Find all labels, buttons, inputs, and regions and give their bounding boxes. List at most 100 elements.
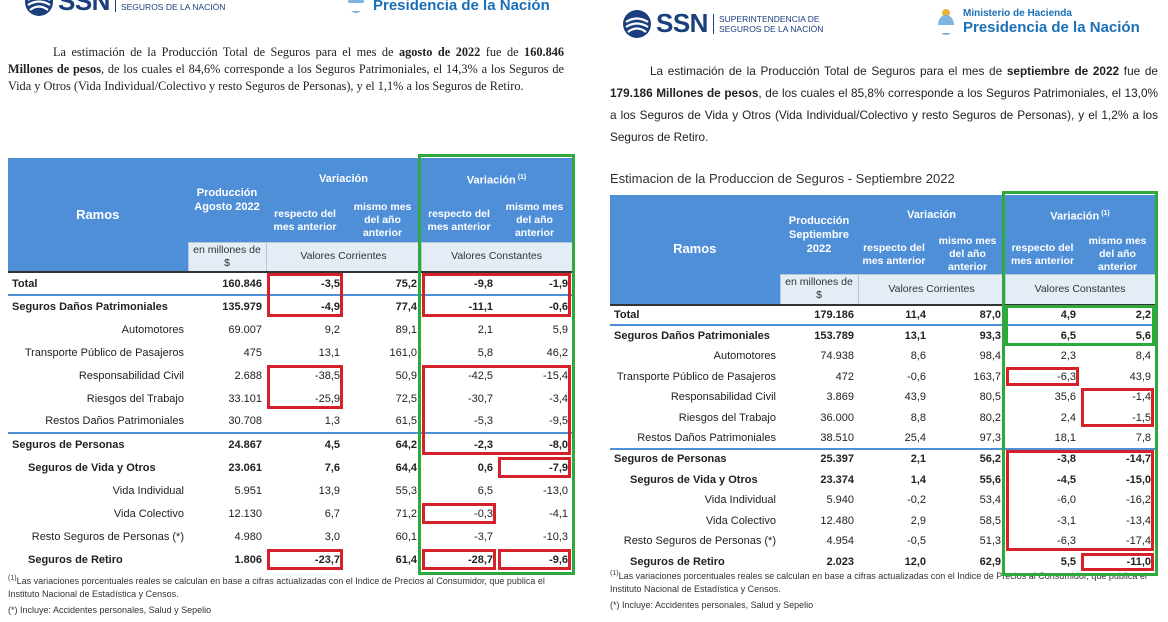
row-label: Resto Seguros de Personas (*) xyxy=(623,535,776,548)
value-cell: 2,3 xyxy=(1060,349,1077,362)
value-cell: 0,6 xyxy=(477,461,494,474)
value-cell: -7,9 xyxy=(549,461,569,474)
value-cell: 43,9 xyxy=(904,391,926,404)
value-cell: -0,5 xyxy=(907,535,926,548)
value-cell: 5.940 xyxy=(826,494,854,507)
value-cell: 33.101 xyxy=(228,392,262,405)
value-cell: 6,7 xyxy=(324,507,340,520)
footnote: (*) Incluye: Accidentes personales, Salu… xyxy=(610,600,814,610)
header-cell: en millones de $ xyxy=(187,241,267,273)
header-cell: mismo mes del año anterior xyxy=(930,235,1006,275)
footnote: (*) Incluye: Accidentes personales, Salu… xyxy=(8,605,212,615)
row-label: Vida Individual xyxy=(112,484,184,497)
value-cell: -9,8 xyxy=(474,277,494,290)
row-label: Transporte Público de Pasajeros xyxy=(616,370,776,383)
header-row: Ramos Producción Agosto 2022 Variación Vari… xyxy=(8,158,573,272)
value-cell: 8,6 xyxy=(910,349,926,362)
value-cell: -5,3 xyxy=(474,415,494,427)
header-cell: Valores Constantes xyxy=(1004,274,1156,305)
value-cell: 11,4 xyxy=(905,308,926,321)
intro-paragraph: La estimación de la Producción Total de … xyxy=(8,44,564,95)
paragraph-segment: fue de xyxy=(1119,64,1158,78)
value-cell: -1,5 xyxy=(1132,411,1152,424)
value-cell: 7,6 xyxy=(324,461,340,474)
value-cell: 50,9 xyxy=(395,369,418,382)
table-row: Seguros de Personas 24.867 4,5 64,2 -2,3 -8,0 xyxy=(8,432,573,456)
value-cell: 179.186 xyxy=(814,308,854,321)
header-cell: Variación xyxy=(858,195,1006,235)
row-label: Seguros Daños Patrimoniales xyxy=(610,324,780,346)
header-cell: Variación (1) xyxy=(1005,195,1156,235)
value-cell: -1,4 xyxy=(1132,391,1152,404)
value-cell: 3.869 xyxy=(826,391,854,404)
value-cell: -17,4 xyxy=(1125,535,1152,548)
paragraph-segment: 160.846 Millones de pesos xyxy=(8,45,565,76)
value-cell: 6,5 xyxy=(477,484,494,497)
paragraph-segment: septiembre de 2022 xyxy=(1006,64,1120,78)
value-cell: 61,4 xyxy=(395,553,418,566)
value-cell: 5,9 xyxy=(552,323,569,336)
table-row: Total 179.186 11,4 87,0 4,9 2,2 xyxy=(610,304,1156,326)
table-row: Vida Colectivo 12.480 2,9 58,5 -3,1 -13,4 xyxy=(610,510,1155,531)
value-cell: 5,5 xyxy=(1060,555,1077,568)
table-row: Seguros de Vida y Otros 23.061 7,6 64,4 0,6 -… xyxy=(8,456,572,479)
ssn-subtitle-line: SUPERINTENDENCIA DE xyxy=(718,13,820,24)
value-cell: 472 xyxy=(835,370,854,383)
value-cell: 56,2 xyxy=(930,447,1006,470)
value-cell: 2,9 xyxy=(910,514,926,527)
table-row: Riesgos del Trabajo 36.000 8,8 80,2 2,4 -1,5 xyxy=(610,407,1155,428)
value-cell: 24.867 xyxy=(188,432,266,456)
presidency-name: Presidencia de la Nación xyxy=(963,19,1140,36)
table-row: Automotores 69.007 9,2 89,1 2,1 5,9 xyxy=(8,318,572,341)
value-cell: 2,2 xyxy=(1135,308,1152,321)
value-cell: 72,5 xyxy=(395,392,418,405)
value-cell: 161,0 xyxy=(389,346,418,359)
header-cell: Variación (1) xyxy=(421,158,573,200)
value-cell: 71,2 xyxy=(395,507,418,520)
table-row: Seguros de Vida y Otros 23.374 1,4 55,6 -4,5… xyxy=(610,469,1155,490)
value-cell: 5,8 xyxy=(477,346,494,359)
header-row: en millones de $ Valores Corrientes Valore… xyxy=(610,274,1156,305)
table-row: Responsabilidad Civil 3.869 43,9 80,5 35,6 -1… xyxy=(610,387,1155,408)
value-cell: 93,3 xyxy=(930,324,1006,346)
value-cell: 4,5 xyxy=(266,432,344,456)
value-cell: 38.510 xyxy=(820,431,854,444)
value-cell: 4.980 xyxy=(234,530,262,543)
table-row: Transporte Público de Pasajeros 472 -0,6 16… xyxy=(610,366,1155,387)
row-label: Automotores xyxy=(713,349,776,362)
table-row: Seguros de Retiro 2.023 12,0 62,9 5,5 -11,0 xyxy=(610,552,1155,573)
value-cell: 97,3 xyxy=(979,431,1002,444)
value-cell: -3,4 xyxy=(549,392,569,405)
value-cell: 8,4 xyxy=(1135,349,1152,362)
value-cell: 23.061 xyxy=(228,461,262,474)
value-cell: 160.846 xyxy=(222,277,262,290)
value-cell: 8,8 xyxy=(910,411,926,424)
value-cell: 30.708 xyxy=(228,415,262,427)
row-label: Transporte Público de Pasajeros xyxy=(24,346,184,359)
value-cell: 4.954 xyxy=(826,535,854,548)
value-cell: 75,2 xyxy=(395,277,418,290)
value-cell: -38,5 xyxy=(314,369,340,382)
value-cell: 55,3 xyxy=(395,484,418,497)
table-row: Seguros de Retiro 1.806 -23,7 61,4 -28,7 -9,6 xyxy=(8,548,572,571)
paragraph-segment: 179.186 Millones de pesos xyxy=(610,86,759,100)
value-cell: -3,7 xyxy=(474,530,494,543)
table-row: Vida Individual 5.940 -0,2 53,4 -6,0 -16,2 xyxy=(610,490,1155,511)
value-cell: -3,5 xyxy=(321,277,340,290)
value-cell: 69.007 xyxy=(228,323,262,336)
row-label: Seguros de Retiro xyxy=(630,555,725,568)
value-cell: -0,2 xyxy=(907,494,926,507)
value-cell: -3,1 xyxy=(1057,514,1077,527)
row-label: Total xyxy=(12,277,38,290)
value-cell: 53,4 xyxy=(979,494,1002,507)
value-cell: 9,2 xyxy=(324,323,340,336)
footnote-mark: (1) xyxy=(517,173,527,181)
value-cell: -6,0 xyxy=(1057,494,1077,507)
shield-icon xyxy=(348,0,364,13)
value-cell: -4,9 xyxy=(266,294,344,318)
header-row: Ramos Producción Septiembre 2022 Variación… xyxy=(610,195,1156,305)
value-cell: 12,0 xyxy=(904,555,926,568)
value-cell: 64,4 xyxy=(395,461,418,474)
